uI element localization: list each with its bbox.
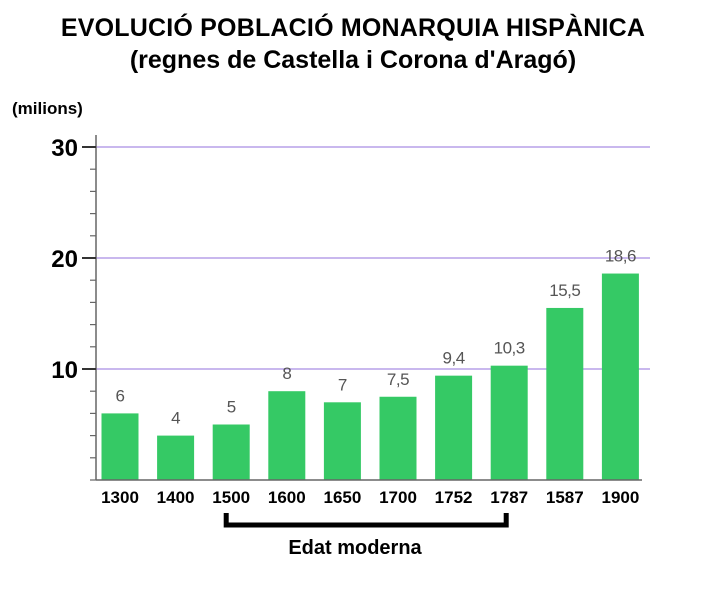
bar-value-label: 15,5 <box>549 281 580 300</box>
era-bracket <box>223 513 509 528</box>
bar-value-label: 4 <box>171 409 180 428</box>
bar <box>601 273 639 480</box>
bar-value-label: 7,5 <box>387 370 409 389</box>
bar-value-label: 5 <box>227 398 236 417</box>
x-tick-label: 1500 <box>212 488 250 507</box>
y-tick-label: 20 <box>51 246 78 273</box>
x-tick-label: 1900 <box>601 488 639 507</box>
bar-value-label: 6 <box>116 386 125 405</box>
bar <box>268 391 306 480</box>
bar-value-label: 9,4 <box>443 349 465 368</box>
x-tick-label: 1650 <box>323 488 361 507</box>
bar-value-label: 8 <box>282 364 291 383</box>
bar-value-label: 10,3 <box>494 339 525 358</box>
bar <box>101 413 139 480</box>
x-tick-label: 1787 <box>490 488 528 507</box>
bar <box>212 424 250 480</box>
y-tick-label: 30 <box>51 135 78 162</box>
x-tick-label: 1752 <box>435 488 473 507</box>
y-tick-label: 10 <box>51 357 78 384</box>
y-axis-unit-label: (milions) <box>12 99 83 118</box>
bar-value-label: 18,6 <box>605 247 636 266</box>
x-tick-label: 1300 <box>101 488 139 507</box>
bar <box>157 435 195 480</box>
bar <box>490 365 528 480</box>
x-tick-label: 1587 <box>546 488 584 507</box>
x-tick-label: 1400 <box>157 488 195 507</box>
bar-value-label: 7 <box>338 375 347 394</box>
bar <box>379 396 417 480</box>
era-label: Edat moderna <box>288 537 422 559</box>
x-tick-label: 1600 <box>268 488 306 507</box>
bar <box>323 402 361 480</box>
chart-subtitle: (regnes de Castella i Corona d'Aragó) <box>129 46 577 74</box>
bar <box>435 375 473 480</box>
bar <box>546 307 584 480</box>
chart-title: EVOLUCIÓ POBLACIÓ MONARQUIA HISPÀNICA <box>60 14 646 42</box>
x-tick-label: 1700 <box>379 488 417 507</box>
